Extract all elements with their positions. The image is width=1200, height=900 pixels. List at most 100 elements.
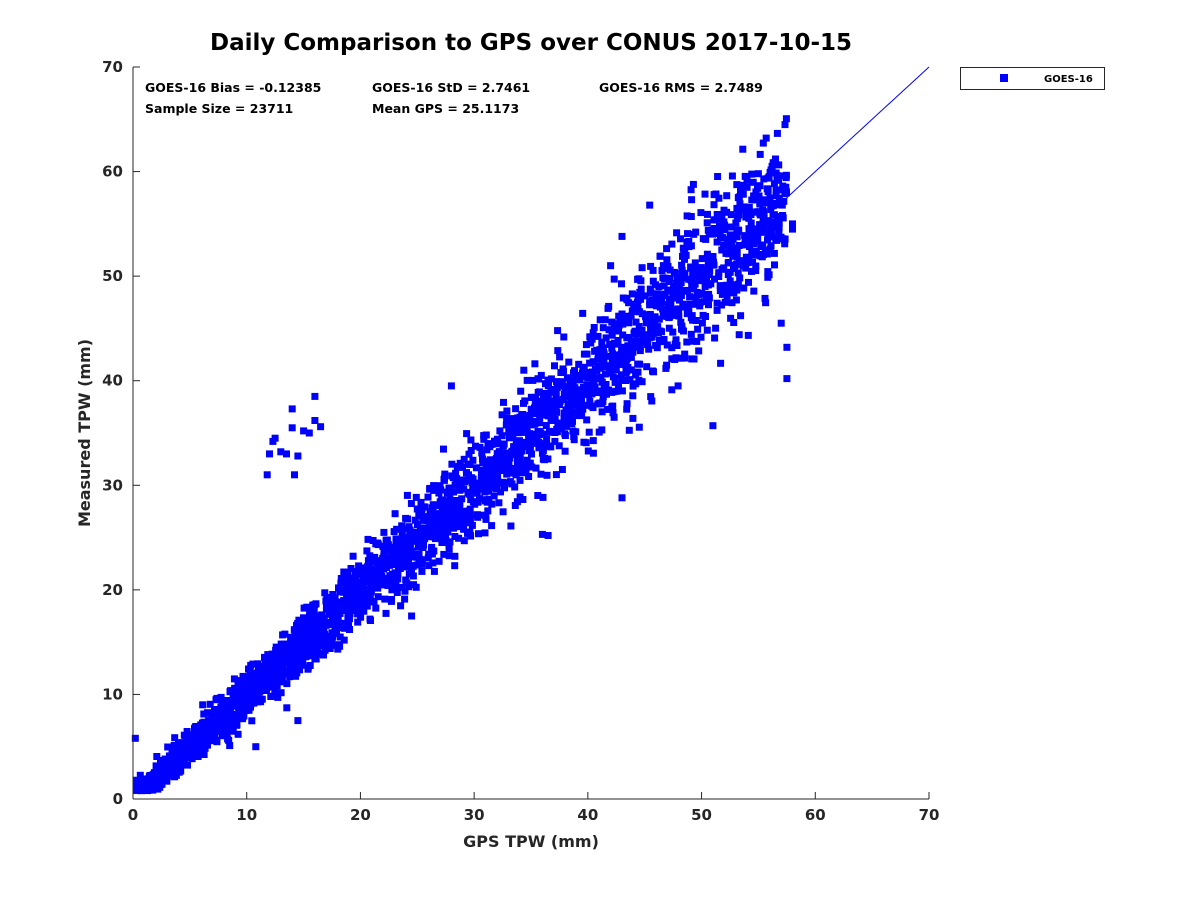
data-point <box>227 699 235 706</box>
data-point <box>555 442 563 450</box>
data-point <box>608 331 616 339</box>
data-point <box>763 250 771 258</box>
data-point <box>741 232 749 240</box>
data-point <box>247 700 255 708</box>
data-point <box>452 469 460 477</box>
data-point <box>460 537 468 545</box>
data-point <box>305 429 313 437</box>
data-point <box>731 244 738 252</box>
data-point <box>338 586 346 594</box>
data-point <box>607 262 615 270</box>
data-point <box>485 487 493 495</box>
data-point <box>589 437 597 445</box>
data-point <box>445 517 453 525</box>
data-point <box>488 522 496 530</box>
data-point <box>495 499 503 507</box>
data-point <box>649 277 657 285</box>
data-point <box>612 387 620 395</box>
data-point <box>695 347 703 355</box>
data-point <box>714 173 722 180</box>
data-point <box>225 713 233 721</box>
data-point <box>388 596 395 603</box>
data-point <box>583 387 591 395</box>
data-point <box>673 229 681 237</box>
data-point <box>772 186 780 194</box>
data-point <box>183 728 191 735</box>
data-point <box>219 701 227 709</box>
data-point <box>659 305 667 313</box>
data-point <box>764 188 772 196</box>
data-point <box>735 331 743 339</box>
data-point <box>160 758 168 766</box>
data-point <box>772 192 780 199</box>
data-point <box>484 507 492 515</box>
data-point <box>440 476 448 484</box>
data-point <box>445 552 453 560</box>
data-point <box>631 308 639 315</box>
data-point <box>699 266 707 274</box>
data-point <box>564 374 571 382</box>
data-point <box>407 500 415 507</box>
data-point <box>743 240 751 247</box>
data-point <box>660 292 668 300</box>
data-point <box>382 609 390 617</box>
data-point <box>556 353 564 361</box>
data-point <box>537 405 545 413</box>
data-point <box>671 356 679 363</box>
data-point <box>302 625 310 633</box>
data-point <box>409 537 417 545</box>
data-point <box>321 635 329 643</box>
data-point <box>456 481 464 489</box>
data-point <box>514 414 521 422</box>
data-point <box>139 785 147 793</box>
data-point <box>448 488 456 496</box>
data-point <box>424 493 432 501</box>
data-point <box>611 378 619 386</box>
data-point <box>248 717 256 725</box>
data-point <box>476 443 484 451</box>
data-point <box>536 419 544 427</box>
data-point <box>160 774 168 781</box>
data-point <box>730 319 738 326</box>
data-point <box>756 252 764 260</box>
data-point <box>354 605 362 613</box>
data-point <box>783 343 791 351</box>
data-point <box>634 297 642 305</box>
data-point <box>723 192 731 200</box>
data-point <box>326 632 334 640</box>
stat-std: GOES-16 StD = 2.7461 <box>372 80 530 95</box>
data-point <box>526 430 533 438</box>
data-point <box>659 262 667 270</box>
data-point <box>692 228 700 236</box>
data-point <box>525 473 533 480</box>
data-point <box>292 672 300 680</box>
data-point <box>617 371 625 379</box>
data-point <box>661 274 669 282</box>
data-point <box>279 665 286 673</box>
data-point <box>230 675 238 683</box>
data-point <box>601 316 609 324</box>
data-point <box>329 591 337 598</box>
data-point <box>429 559 437 567</box>
data-point <box>418 567 426 575</box>
data-point <box>342 585 350 593</box>
data-point <box>759 228 767 236</box>
data-point <box>678 261 686 269</box>
y-tick-label: 50 <box>102 267 123 285</box>
data-point <box>673 278 681 286</box>
data-point <box>451 552 459 560</box>
data-point <box>363 578 371 586</box>
data-point <box>403 491 411 499</box>
data-point <box>136 771 144 779</box>
data-point <box>475 530 482 538</box>
data-point <box>211 706 218 713</box>
data-point <box>435 489 443 497</box>
data-point <box>308 622 316 629</box>
data-point <box>744 331 752 339</box>
data-point <box>297 655 305 663</box>
data-point <box>357 613 365 621</box>
data-point <box>289 650 297 658</box>
data-point <box>336 623 344 631</box>
data-point <box>538 530 546 538</box>
data-point <box>321 642 329 650</box>
